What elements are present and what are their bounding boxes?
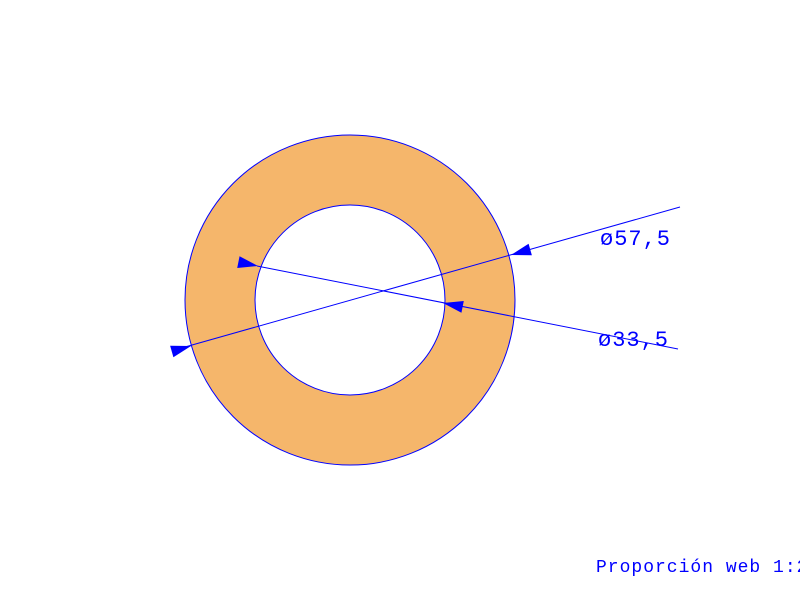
dim-outer-arrow-1 xyxy=(511,244,532,256)
dim-outer-label: ø57,5 xyxy=(600,227,671,252)
dim-inner-label: ø33,5 xyxy=(598,328,669,353)
diagram-canvas: ø57,5 ø33,5 Proporción web 1:2 xyxy=(0,0,800,600)
caption-scale: Proporción web 1:2 xyxy=(596,558,800,578)
dim-outer-arrow-2 xyxy=(170,346,191,358)
